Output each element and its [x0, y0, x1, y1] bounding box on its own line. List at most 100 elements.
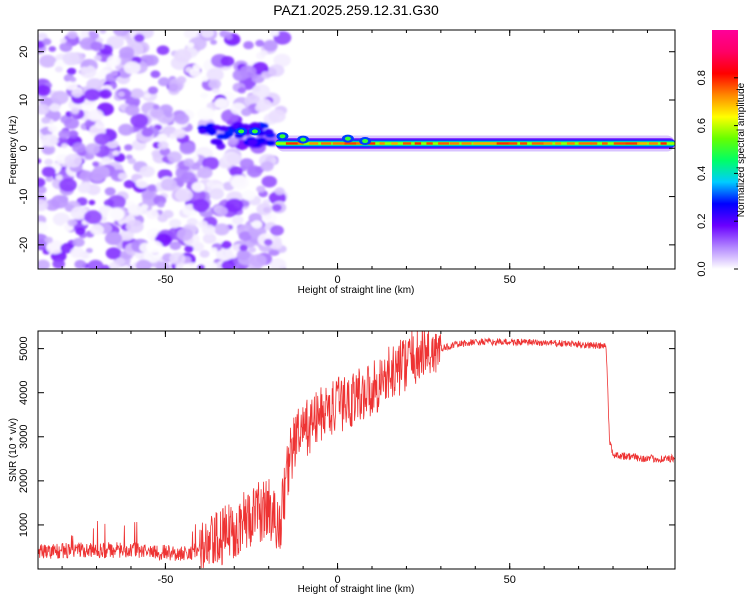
noise-blob	[215, 247, 234, 261]
noise-blob	[86, 247, 93, 254]
noise-blob	[250, 122, 260, 129]
noise-blob	[212, 87, 221, 94]
noise-blob	[146, 240, 163, 254]
noise-blob	[156, 45, 170, 55]
noise-blob	[202, 156, 220, 170]
signal-core	[578, 142, 592, 145]
noise-blob	[104, 187, 116, 196]
spectrogram-signal-band	[235, 127, 675, 152]
y-tick-label: 3000	[18, 425, 30, 449]
noise-blob	[62, 52, 80, 66]
noise-blob	[249, 254, 267, 268]
noise-blob	[70, 247, 85, 259]
signal-core	[379, 142, 385, 145]
noise-blob	[227, 137, 239, 146]
noise-blob	[67, 130, 79, 139]
noise-blob	[38, 103, 50, 115]
noise-blob	[202, 224, 216, 235]
noise-blob	[263, 39, 278, 52]
noise-blob	[112, 150, 120, 156]
signal-core	[566, 142, 575, 145]
noise-blob	[123, 61, 141, 75]
noise-blob	[201, 261, 218, 269]
x-tick-label: 50	[504, 574, 516, 586]
noise-blob	[141, 127, 154, 137]
noise-blob	[218, 125, 229, 132]
noise-blob	[237, 87, 246, 94]
noise-blob	[110, 70, 119, 77]
y-tick-label: 2000	[18, 469, 30, 493]
noise-blob	[60, 243, 74, 254]
signal-core	[484, 142, 498, 145]
noise-blob	[135, 259, 152, 269]
snr-y-label: SNR (10 * v/v)	[8, 418, 19, 482]
colorbar-tick-label: 0.2	[696, 214, 708, 229]
x-tick-label: 0	[334, 574, 340, 586]
noise-blob	[239, 244, 248, 252]
noise-blob	[231, 175, 249, 190]
noise-blob	[184, 245, 194, 253]
noise-blob	[147, 86, 159, 95]
noise-blob	[67, 30, 78, 39]
noise-blob	[67, 219, 78, 227]
noise-blob	[158, 77, 170, 87]
noise-blob	[87, 109, 104, 122]
noise-blob	[106, 35, 125, 49]
noise-blob	[232, 215, 244, 225]
noise-blob	[174, 112, 190, 125]
noise-blob	[246, 165, 262, 178]
noise-blob	[59, 42, 73, 52]
noise-blob	[169, 241, 182, 251]
noise-blob	[183, 30, 197, 39]
noise-blob	[141, 204, 149, 210]
noise-blob	[251, 84, 271, 99]
noise-blob	[225, 34, 233, 40]
noise-blob	[226, 120, 234, 126]
snr-x-label: Height of straight line (km)	[298, 584, 415, 595]
signal-core	[344, 142, 357, 145]
noise-blob	[125, 96, 141, 108]
noise-blob	[266, 140, 277, 146]
noise-blob	[58, 129, 70, 139]
noise-blob	[183, 158, 195, 167]
noise-blob	[106, 55, 122, 67]
noise-blob	[149, 107, 164, 119]
colorbar-tick-label: 0.8	[696, 70, 708, 85]
x-tick-label: -50	[157, 274, 173, 286]
noise-blob	[52, 259, 65, 269]
noise-blob	[251, 220, 263, 229]
noise-blob	[173, 128, 186, 139]
noise-blob	[160, 178, 178, 191]
signal-core	[613, 142, 626, 145]
noise-blob	[200, 30, 215, 38]
noise-blob	[51, 90, 69, 105]
noise-blob	[191, 181, 205, 193]
noise-blob	[175, 188, 193, 202]
noise-blob	[38, 221, 48, 234]
noise-blob	[61, 143, 68, 149]
noise-blob	[64, 75, 72, 81]
noise-blob	[38, 233, 49, 248]
snr-x-ticks: -50 0 50	[61, 331, 648, 586]
noise-blob	[229, 166, 243, 177]
noise-blob	[260, 161, 274, 172]
spectrogram-x-label: Height of straight line (km)	[298, 285, 415, 296]
noise-blob	[38, 84, 51, 97]
noise-blob	[59, 178, 77, 192]
spectrogram-x-ticks: -50 0 50	[61, 30, 648, 286]
noise-blob	[52, 212, 70, 226]
noise-blob	[255, 39, 265, 47]
y-tick-label: -20	[18, 237, 30, 253]
noise-blob	[208, 79, 222, 89]
noise-blob	[48, 103, 61, 112]
noise-blob	[60, 38, 67, 44]
noise-blob	[100, 91, 109, 98]
signal-bulge-core	[300, 137, 307, 142]
noise-blob	[225, 198, 244, 213]
signal-bulge-core	[251, 129, 258, 134]
noise-blob	[179, 142, 196, 155]
noise-blob	[125, 219, 144, 234]
noise-blob	[85, 143, 100, 155]
noise-blob	[54, 66, 63, 73]
noise-blob	[261, 175, 277, 188]
